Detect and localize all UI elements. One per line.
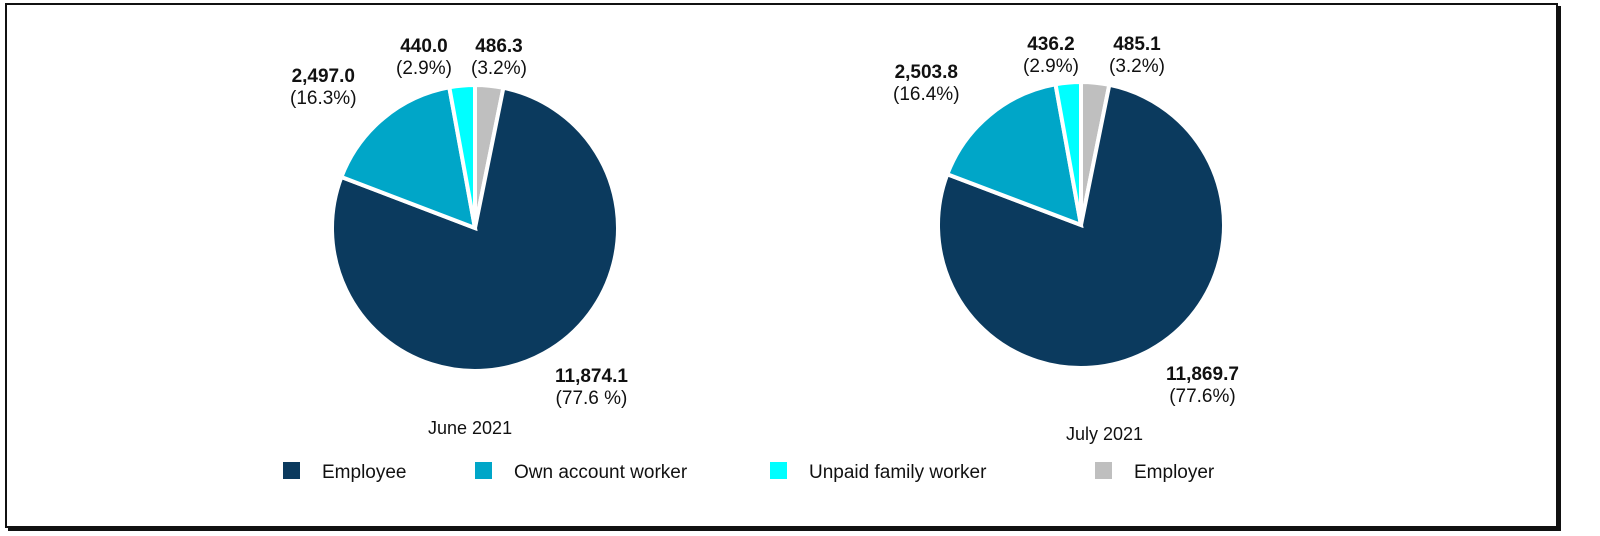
title-june: June 2021 xyxy=(428,418,513,438)
legend-label: Unpaid family worker xyxy=(809,462,987,483)
legend-item-employer: Employer xyxy=(1095,462,1214,484)
label-july-employer: 485.1 (3.2%) xyxy=(1109,34,1165,77)
legend-label: Employee xyxy=(322,462,407,483)
pie-slice-unpaid-family-worker xyxy=(1053,79,1083,226)
legend-swatch xyxy=(770,462,787,479)
legend-label: Employer xyxy=(1134,462,1215,483)
legend-label: Own account worker xyxy=(514,462,688,483)
legend-item-unpaid: Unpaid family worker xyxy=(770,462,1095,484)
chart-frame xyxy=(5,3,1558,528)
label-july-own-account: 2,503.8 (16.4%) xyxy=(893,62,960,105)
label-june-employee: 11,874.1 (77.6 %) xyxy=(555,366,628,409)
title-july: July 2021 xyxy=(1066,424,1144,444)
pie-slice-own-account-worker xyxy=(944,81,1084,229)
legend-swatch xyxy=(475,462,492,479)
legend: Employee Own account worker Unpaid famil… xyxy=(283,462,1214,484)
legend-item-own-account: Own account worker xyxy=(475,462,770,484)
label-july-unpaid: 436.2 (2.9%) xyxy=(1023,34,1079,77)
pie-slice-unpaid-family-worker xyxy=(446,82,477,229)
label-june-own-account: 2,497.0 (16.3%) xyxy=(290,66,357,109)
legend-item-employee: Employee xyxy=(283,462,475,484)
label-june-unpaid: 440.0 (2.9%) xyxy=(396,36,452,79)
legend-swatch xyxy=(283,462,300,479)
legend-swatch xyxy=(1095,462,1112,479)
label-july-employee: 11,869.7 (77.6%) xyxy=(1166,364,1239,407)
pie-slice-own-account-worker xyxy=(338,85,478,232)
label-june-employer: 486.3 (3.2%) xyxy=(471,36,527,79)
